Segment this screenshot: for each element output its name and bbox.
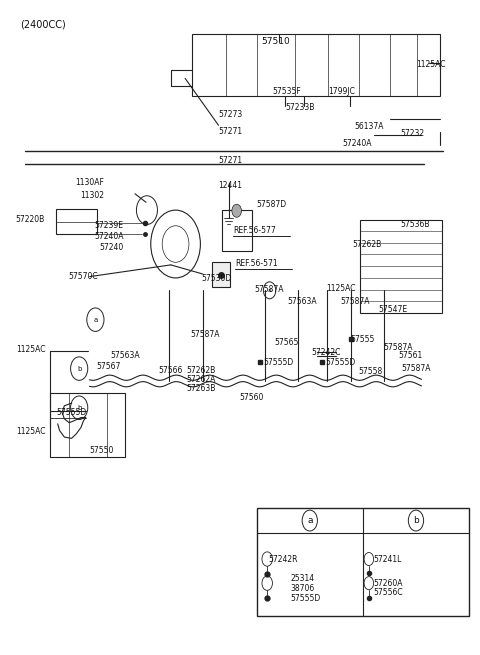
Text: 57232: 57232	[400, 129, 424, 138]
Text: 57587A: 57587A	[190, 329, 219, 339]
Text: 57240A: 57240A	[343, 139, 372, 148]
Text: b: b	[413, 516, 419, 525]
Text: 56137A: 56137A	[355, 122, 384, 131]
Text: b: b	[77, 365, 82, 371]
Text: 57242C: 57242C	[312, 348, 341, 357]
Text: 57555: 57555	[351, 335, 375, 344]
Text: (2400CC): (2400CC)	[21, 19, 66, 29]
Text: 57567: 57567	[97, 362, 121, 371]
Text: 57510: 57510	[262, 37, 290, 47]
Text: 57587A: 57587A	[401, 364, 431, 373]
Text: 57262B: 57262B	[352, 240, 382, 248]
Text: 57555D: 57555D	[263, 358, 293, 367]
Text: 57560: 57560	[239, 394, 264, 402]
Bar	[56, 210, 97, 234]
Bar	[50, 393, 125, 457]
Bar	[257, 508, 469, 616]
Text: 11302: 11302	[80, 191, 104, 200]
Text: 57563A: 57563A	[110, 351, 140, 360]
Bar	[360, 220, 443, 313]
Text: 1125AC: 1125AC	[326, 284, 355, 293]
Text: 1130AF: 1130AF	[75, 178, 104, 187]
Text: 57587A: 57587A	[340, 297, 370, 306]
Bar	[212, 262, 230, 287]
Text: 57555D: 57555D	[325, 358, 355, 367]
Text: 57233B: 57233B	[285, 103, 315, 111]
Text: 57239E: 57239E	[95, 221, 123, 230]
Text: 57570C: 57570C	[68, 272, 98, 281]
Text: 57530D: 57530D	[202, 274, 232, 283]
Circle shape	[232, 204, 241, 217]
Text: 57536B: 57536B	[400, 220, 430, 229]
Text: 57547E: 57547E	[378, 305, 408, 314]
Text: 57555D: 57555D	[290, 593, 320, 603]
Text: 57220B: 57220B	[16, 215, 45, 225]
Text: 57566: 57566	[158, 366, 182, 375]
Text: 57273: 57273	[218, 111, 243, 119]
Text: 57587A: 57587A	[383, 343, 413, 352]
Bar	[192, 34, 441, 96]
Text: 57561: 57561	[398, 351, 423, 360]
Text: 57241L: 57241L	[373, 555, 402, 563]
Text: REF.56-571: REF.56-571	[235, 259, 278, 268]
Text: 57240: 57240	[99, 243, 123, 252]
Text: 1125AC: 1125AC	[16, 427, 45, 436]
Text: 57535F: 57535F	[273, 87, 301, 96]
Text: 57260A: 57260A	[373, 578, 403, 588]
Text: 1799JC: 1799JC	[328, 87, 355, 96]
Text: 57262B: 57262B	[187, 366, 216, 375]
Text: REF.56-577: REF.56-577	[233, 227, 276, 235]
Text: 12441: 12441	[218, 181, 242, 190]
Text: 57240A: 57240A	[95, 232, 124, 240]
Text: 38706: 38706	[290, 584, 314, 593]
Text: 57587D: 57587D	[257, 200, 287, 210]
Text: 57556C: 57556C	[373, 588, 403, 597]
Text: 57263B: 57263B	[187, 384, 216, 393]
Text: 57587A: 57587A	[254, 285, 284, 294]
Text: 57565: 57565	[275, 338, 299, 347]
Text: b: b	[77, 405, 82, 411]
Bar	[222, 210, 252, 251]
Text: 57555D: 57555D	[56, 408, 86, 417]
Text: 57558: 57558	[359, 367, 383, 377]
Text: 25314: 25314	[290, 574, 314, 583]
Text: 57271: 57271	[218, 127, 243, 136]
Text: 1125AC: 1125AC	[16, 345, 45, 354]
Text: a: a	[268, 288, 272, 293]
Text: a: a	[93, 316, 97, 323]
Text: 57563A: 57563A	[288, 297, 317, 306]
Text: 57262A: 57262A	[187, 375, 216, 384]
Text: a: a	[307, 516, 312, 525]
Text: 57242R: 57242R	[269, 555, 298, 563]
Text: 1125AC: 1125AC	[417, 60, 446, 69]
Text: 57550: 57550	[90, 445, 114, 455]
Text: 57271: 57271	[218, 156, 243, 165]
